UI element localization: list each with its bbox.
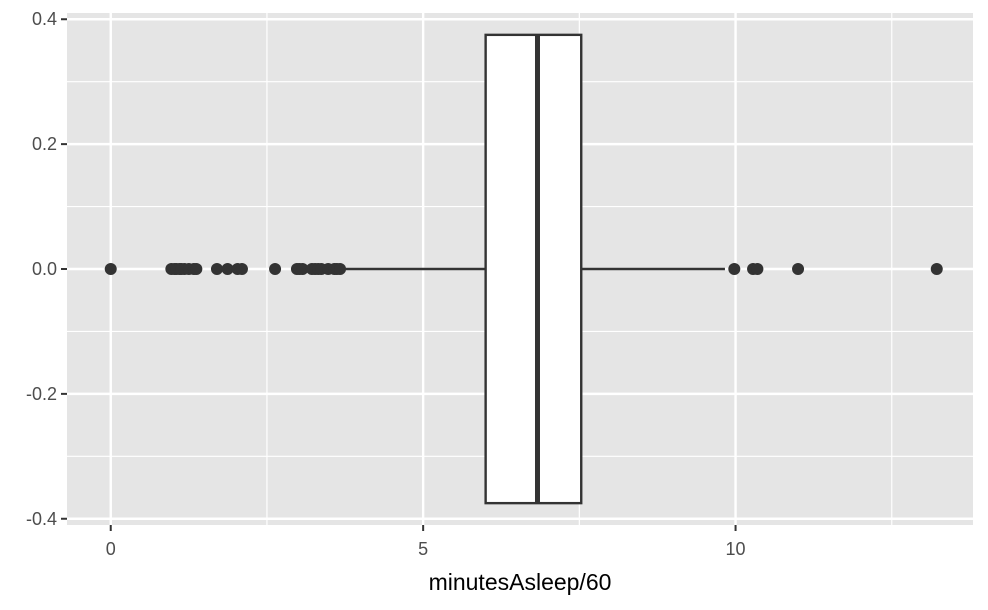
y-tick-label: 0.4 (32, 9, 57, 29)
outlier-points (104, 263, 943, 275)
outlier-point (930, 263, 943, 275)
outlier-point (104, 263, 117, 275)
outlier-point (296, 263, 309, 275)
outlier-point (792, 263, 805, 275)
outlier-point (235, 263, 248, 275)
boxplot (341, 33, 725, 505)
outlier-point (751, 263, 764, 275)
y-tick-label: 0.2 (32, 134, 57, 154)
outlier-point (190, 263, 203, 275)
x-tick-label: 0 (106, 539, 116, 559)
outlier-point (221, 263, 234, 275)
interquartile-box (484, 33, 583, 505)
x-tick-label: 5 (418, 539, 428, 559)
axes: 0.4 0.2 0.0 -0.2 -0.4 0 5 10 (26, 9, 746, 559)
x-axis-title: minutesAsleep/60 (429, 569, 612, 595)
y-tick-label: -0.2 (26, 384, 57, 404)
outlier-point (728, 263, 741, 275)
outlier-point (334, 263, 347, 275)
y-tick-label: -0.4 (26, 509, 57, 529)
outlier-point (210, 263, 223, 275)
outlier-point (269, 263, 282, 275)
y-tick-label: 0.0 (32, 259, 57, 279)
x-tick-label: 10 (726, 539, 746, 559)
